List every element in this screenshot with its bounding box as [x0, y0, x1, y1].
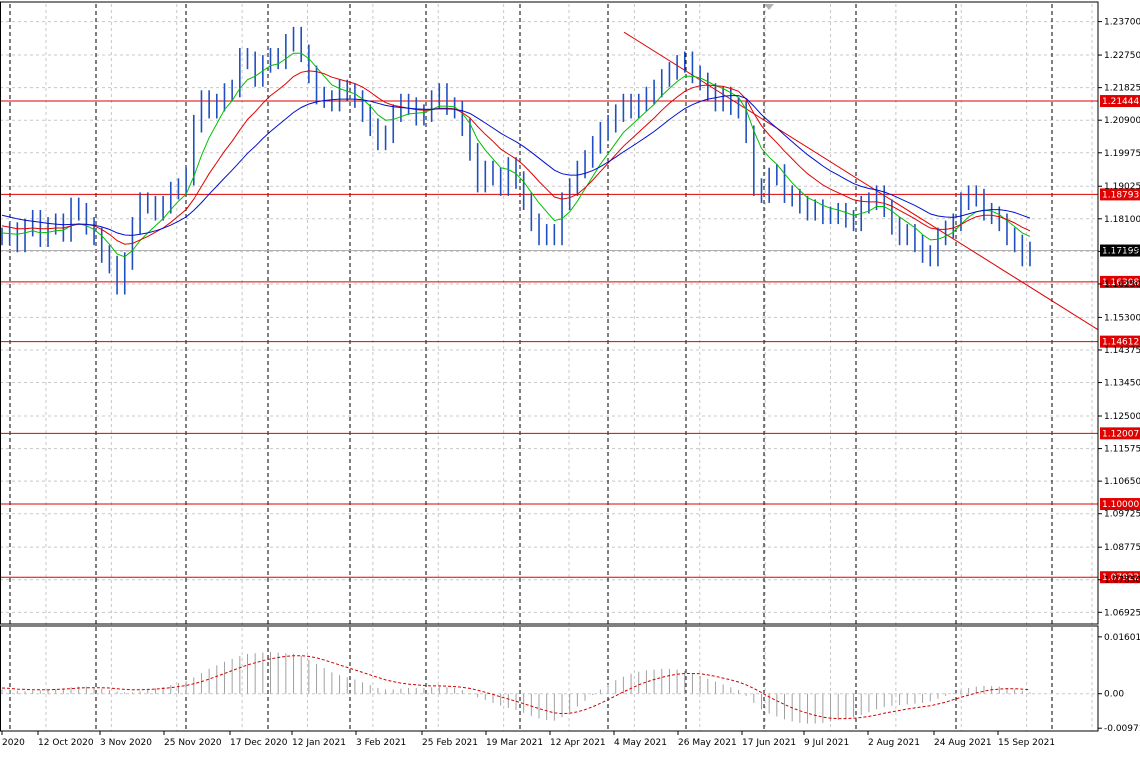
- osc-tick-label: 0.00: [1104, 690, 1124, 700]
- price-tick-label: 1.22750: [1104, 51, 1140, 61]
- price-tick-label: 1.11575: [1104, 445, 1140, 455]
- moving-average-line: [1, 70, 1031, 245]
- support-resistance-levels[interactable]: 1.21444 1.18793 1.16308 1.14612 1.12007 1.100…: [0, 95, 1140, 584]
- chart-shift-marker[interactable]: [764, 4, 774, 10]
- date-label: 17 Dec 2020: [230, 738, 288, 748]
- level-price-label: 1.07922: [1102, 573, 1139, 583]
- date-label: 9 Jul 2021: [804, 738, 849, 748]
- price-tick-label: 1.19975: [1104, 149, 1140, 159]
- date-label: 25 Nov 2020: [164, 738, 222, 748]
- price-tick-label: 1.23700: [1104, 18, 1140, 28]
- current-price-tag: [1100, 244, 1140, 257]
- date-label: 15 Sep 2021: [998, 738, 1055, 748]
- axis-labels: 1.23700 1.22750 1.21825 1.20900 1.19975 1.190…: [1, 18, 1140, 748]
- date-label: 24 Aug 2021: [934, 738, 992, 748]
- level-price-label: 1.21444: [1102, 97, 1139, 107]
- date-label: 3 Feb 2021: [356, 738, 406, 748]
- current-price-label: 1.17199: [1102, 247, 1139, 257]
- price-series-layer: [1, 26, 1031, 295]
- osc-tick-label: -0.00971: [1104, 724, 1140, 734]
- price-tick-label: 1.07850: [1104, 576, 1140, 586]
- date-label: 3 Nov 2020: [100, 738, 152, 748]
- level-price-tag: [1100, 335, 1140, 348]
- level-price-label: 1.14612: [1102, 338, 1139, 348]
- price-tick-label: 1.19025: [1104, 182, 1140, 192]
- level-price-tag: [1100, 427, 1140, 440]
- trendline-layer[interactable]: [623, 31, 1099, 331]
- price-tick-label: 1.12500: [1104, 412, 1140, 422]
- level-price-tag: [1100, 275, 1140, 288]
- downtrend-line[interactable]: [623, 31, 1099, 331]
- level-price-tag: [1100, 498, 1140, 511]
- oscillator-signal-line: [1, 655, 1031, 720]
- price-tick-label: 1.10650: [1104, 477, 1140, 487]
- date-label: 17 Jun 2021: [742, 738, 796, 748]
- level-price-tag: [1100, 188, 1140, 201]
- price-tick-label: 1.09725: [1104, 510, 1140, 520]
- price-tick-label: 1.14375: [1104, 346, 1140, 356]
- price-tick-label: 1.16250: [1104, 280, 1140, 290]
- date-label: 12 Oct 2020: [38, 738, 94, 748]
- oscillator-panel-border: [0, 625, 1099, 732]
- date-label: 25 Feb 2021: [422, 738, 478, 748]
- moving-average-line: [1, 95, 1031, 236]
- moving-average-line: [1, 52, 1031, 258]
- level-price-tag: [1100, 95, 1140, 108]
- main-panel-border: [0, 1, 1099, 625]
- grid-layer: [0, 4, 1098, 731]
- chart-frame: [0, 1, 1099, 732]
- oscillator-layer: [0, 651, 1098, 724]
- level-price-label: 1.18793: [1102, 190, 1139, 200]
- date-label: 12 Jan 2021: [292, 738, 346, 748]
- level-price-label: 1.12007: [1102, 429, 1139, 439]
- price-tick-label: 1.08775: [1104, 543, 1140, 553]
- price-tick-label: 1.20900: [1104, 116, 1140, 126]
- date-label: 2020: [2, 738, 25, 748]
- date-label: 26 May 2021: [678, 738, 737, 748]
- date-label: 19 Mar 2021: [486, 738, 543, 748]
- price-tick-label: 1.15300: [1104, 313, 1140, 323]
- date-label: 4 May 2021: [614, 738, 667, 748]
- price-tick-label: 1.06925: [1104, 608, 1140, 618]
- price-tick-label: 1.21825: [1104, 84, 1140, 94]
- date-label: 12 Apr 2021: [550, 738, 606, 748]
- level-price-label: 1.16308: [1102, 278, 1139, 288]
- price-tick-label: 1.13450: [1104, 379, 1140, 389]
- price-tick-label: 1.17175: [1104, 247, 1140, 257]
- date-label: 2 Aug 2021: [868, 738, 920, 748]
- level-price-label: 1.10000: [1102, 500, 1139, 510]
- osc-tick-label: 0.01601: [1104, 633, 1140, 643]
- level-price-tag: [1100, 571, 1140, 584]
- price-tick-label: 1.18100: [1104, 215, 1140, 225]
